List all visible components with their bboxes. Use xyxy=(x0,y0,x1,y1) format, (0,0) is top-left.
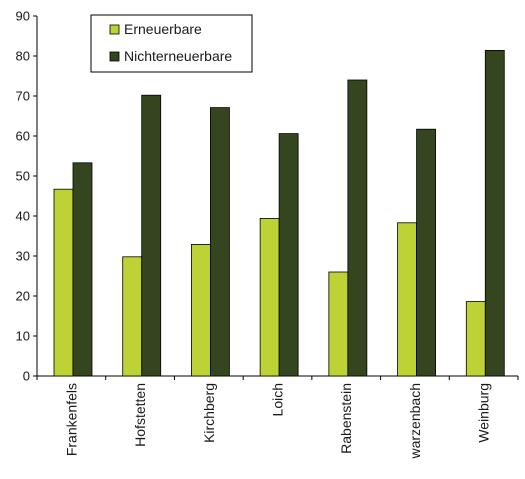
legend-label-erneuerbare: Erneuerbare xyxy=(124,21,202,37)
tick-labels: 0 10 20 30 40 50 60 70 80 90 Frankenfels Hofstetten… xyxy=(16,9,492,460)
legend-swatch-nichterneuerbare xyxy=(109,51,120,62)
y-tick-label: 80 xyxy=(16,49,30,64)
y-tick-label: 60 xyxy=(16,129,30,144)
y-tick-label: 20 xyxy=(16,289,30,304)
x-tick-label-hofstetten: Hofstetten xyxy=(132,383,148,447)
bar-nichterneuerbare-rabenstein xyxy=(347,79,368,377)
y-tick-label: 50 xyxy=(16,169,30,184)
x-tick-label-frankenfels: Frankenfels xyxy=(63,383,79,456)
y-tick-label: 0 xyxy=(23,369,30,384)
axes xyxy=(33,15,519,380)
bar-erneuerbare-weinburg xyxy=(465,301,486,377)
bar-erneuerbare-rabenstein xyxy=(328,271,349,377)
bar-erneuerbare-frankenfels xyxy=(53,188,74,377)
legend-label-nichterneuerbare: Nichterneuerbare xyxy=(124,48,232,64)
x-tick-label-weinburg: Weinburg xyxy=(476,383,492,443)
y-tick-label: 40 xyxy=(16,209,30,224)
bar-erneuerbare-kirchberg xyxy=(191,243,211,377)
legend-frame xyxy=(90,14,253,73)
bar-nichterneuerbare-kirchberg xyxy=(210,107,230,377)
y-tick-label: 30 xyxy=(16,249,30,264)
bar-nichterneuerbare-hofstetten xyxy=(141,94,162,377)
x-tick-label-rabenstein: Rabenstein xyxy=(338,383,354,454)
y-tick-label: 10 xyxy=(16,329,30,344)
y-tick-label: 90 xyxy=(16,9,30,24)
bar-nichterneuerbare-weinburg xyxy=(484,50,505,377)
x-tick-label-warzenbach: warzenbach xyxy=(407,383,423,460)
bar-nichterneuerbare-frankenfels xyxy=(72,162,93,377)
x-tick-label-kirchberg: Kirchberg xyxy=(201,383,217,443)
bar-nichterneuerbare-warzenbach xyxy=(416,128,436,377)
bar-nichterneuerbare-loich xyxy=(278,133,299,377)
legend-swatch-erneuerbare xyxy=(109,24,120,35)
bar-erneuerbare-hofstetten xyxy=(122,256,143,377)
bars xyxy=(53,50,505,377)
bar-erneuerbare-warzenbach xyxy=(397,222,417,377)
y-tick-label: 70 xyxy=(16,89,30,104)
bar-erneuerbare-loich xyxy=(259,217,280,377)
x-tick-label-loich: Loich xyxy=(270,383,286,416)
legend: Erneuerbare Nichterneuerbare xyxy=(90,14,253,73)
